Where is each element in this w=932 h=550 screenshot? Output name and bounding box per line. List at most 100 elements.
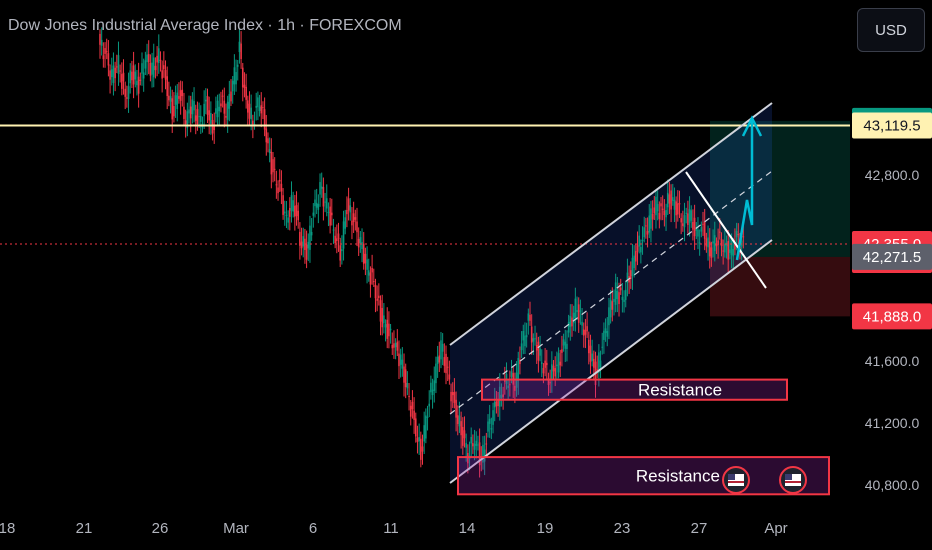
candle-body bbox=[215, 108, 217, 114]
candle-body bbox=[168, 95, 170, 101]
candle-body bbox=[551, 364, 553, 379]
projection-line bbox=[685, 171, 767, 289]
candle-body bbox=[280, 183, 283, 192]
candle-body bbox=[342, 221, 345, 249]
candle-body bbox=[325, 198, 328, 209]
candle-body bbox=[131, 71, 133, 81]
candle-body bbox=[112, 65, 115, 83]
candle-body bbox=[638, 235, 640, 247]
candle-body bbox=[137, 76, 140, 94]
candle-body bbox=[401, 359, 404, 369]
candle-body bbox=[539, 348, 541, 356]
candle-body bbox=[640, 247, 642, 253]
candle-body bbox=[117, 55, 120, 75]
candle-body bbox=[337, 233, 340, 239]
candle-body bbox=[445, 353, 447, 374]
candle-body bbox=[693, 217, 696, 237]
candle-body bbox=[675, 201, 677, 216]
candle-body bbox=[482, 444, 484, 463]
candle-body bbox=[443, 357, 446, 366]
candle-body bbox=[698, 242, 701, 244]
candle-body bbox=[255, 105, 258, 108]
candle-body bbox=[228, 94, 231, 109]
candle-body bbox=[441, 343, 444, 352]
candle-body bbox=[241, 67, 244, 88]
candle-body bbox=[611, 301, 614, 310]
candle-body bbox=[549, 382, 551, 384]
price-axis-label-text: 41,888.0 bbox=[863, 308, 921, 325]
candle-body bbox=[420, 438, 422, 460]
resistance-zone bbox=[457, 456, 830, 496]
candle-body bbox=[732, 248, 735, 257]
candle-body bbox=[354, 217, 357, 220]
channel-lower-line bbox=[449, 239, 773, 484]
candle-body bbox=[126, 97, 128, 99]
candle-body bbox=[460, 421, 462, 436]
candle-body bbox=[205, 99, 207, 102]
candle-body bbox=[154, 65, 157, 71]
candle-body bbox=[364, 253, 367, 264]
candle-body bbox=[430, 382, 432, 393]
candle-body bbox=[374, 284, 377, 299]
candle-body bbox=[431, 389, 434, 396]
candle-body bbox=[174, 95, 177, 105]
candle-body bbox=[426, 416, 429, 419]
candle-body bbox=[166, 76, 168, 97]
candle-body bbox=[697, 229, 699, 237]
candle-body bbox=[685, 212, 688, 214]
drawings[interactable]: Resistance Resistance 2 bbox=[0, 102, 850, 496]
candle-body bbox=[142, 72, 145, 79]
candle-body bbox=[504, 380, 506, 382]
candle-body bbox=[660, 203, 662, 207]
candle-body bbox=[700, 227, 703, 232]
candle-body bbox=[635, 251, 637, 262]
candle-body bbox=[378, 295, 380, 298]
candle-body bbox=[289, 207, 291, 217]
candle-body bbox=[362, 243, 365, 264]
axes: 40,800.0 41,200.0 41,600.0 42,800.0 18 21 26 Ma… bbox=[0, 167, 919, 537]
candle-body bbox=[735, 231, 738, 238]
candle-body bbox=[330, 212, 333, 216]
candle-body bbox=[267, 138, 269, 144]
candle-body bbox=[265, 128, 268, 143]
candle-body bbox=[517, 358, 520, 381]
candle-body bbox=[705, 238, 708, 247]
candle-body bbox=[191, 99, 194, 115]
x-tick-label: 18 bbox=[0, 520, 15, 537]
candle-body bbox=[189, 106, 192, 119]
candle-body bbox=[361, 241, 363, 250]
candle-body bbox=[270, 151, 273, 175]
candle-body bbox=[683, 215, 686, 228]
channel-median-line bbox=[449, 170, 773, 415]
candle-body bbox=[545, 362, 548, 366]
candle-body bbox=[226, 101, 229, 120]
candle-body bbox=[576, 310, 578, 313]
candle-body bbox=[451, 392, 454, 396]
candle-body bbox=[467, 453, 469, 464]
candle-body bbox=[341, 249, 343, 252]
candle-body bbox=[695, 227, 698, 231]
candle-body bbox=[473, 443, 476, 450]
candle-body bbox=[124, 88, 126, 97]
forecast-arrowhead bbox=[741, 115, 763, 137]
candle-body bbox=[677, 203, 679, 215]
candle-body bbox=[314, 199, 316, 207]
resistance-zone bbox=[481, 378, 788, 401]
candle-body bbox=[307, 241, 310, 249]
candle-body bbox=[220, 103, 222, 107]
candle-body bbox=[413, 410, 415, 420]
candle-body bbox=[593, 358, 595, 368]
candle-body bbox=[703, 221, 706, 239]
candle-body bbox=[643, 227, 646, 238]
currency-button[interactable]: USD bbox=[857, 8, 925, 52]
candle-body bbox=[631, 257, 634, 277]
candle-body bbox=[406, 382, 409, 389]
candle-body bbox=[381, 307, 383, 328]
channel-upper-line bbox=[449, 102, 773, 346]
candle-body bbox=[586, 326, 588, 332]
candle-body bbox=[641, 239, 644, 242]
candle-body bbox=[472, 443, 474, 447]
candle-body bbox=[173, 106, 175, 117]
candle-body bbox=[262, 107, 264, 109]
